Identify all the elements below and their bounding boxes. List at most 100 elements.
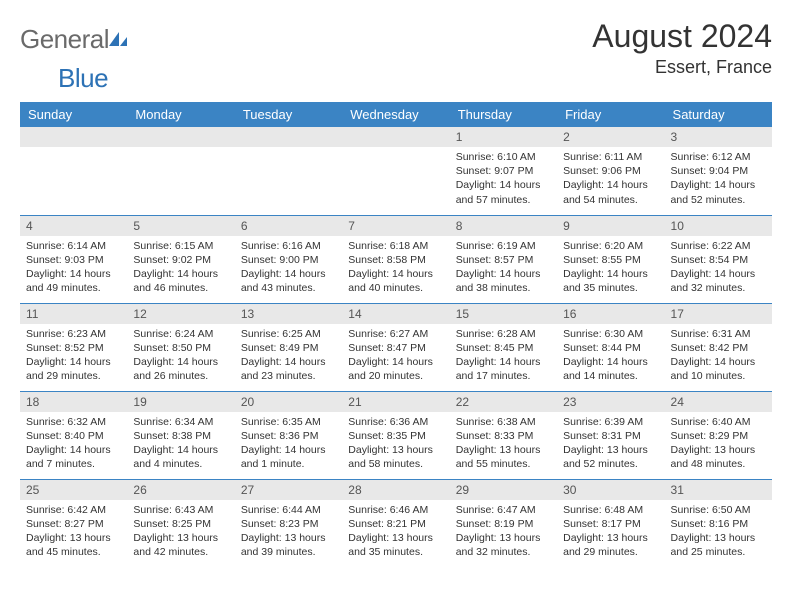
- day-details: Sunrise: 6:12 AMSunset: 9:04 PMDaylight:…: [665, 147, 772, 211]
- daylight-line: Daylight: 14 hours and 29 minutes.: [26, 355, 121, 383]
- day-details: Sunrise: 6:38 AMSunset: 8:33 PMDaylight:…: [450, 412, 557, 476]
- calendar-day-cell: 10Sunrise: 6:22 AMSunset: 8:54 PMDayligh…: [665, 215, 772, 303]
- daylight-line: Daylight: 14 hours and 32 minutes.: [671, 267, 766, 295]
- logo-text-general: General: [20, 24, 109, 54]
- day-number-empty: [342, 127, 449, 147]
- calendar-day-cell: 11Sunrise: 6:23 AMSunset: 8:52 PMDayligh…: [20, 303, 127, 391]
- sunset-line: Sunset: 8:44 PM: [563, 341, 658, 355]
- sunset-line: Sunset: 8:38 PM: [133, 429, 228, 443]
- sunrise-line: Sunrise: 6:38 AM: [456, 415, 551, 429]
- calendar-day-cell: 7Sunrise: 6:18 AMSunset: 8:58 PMDaylight…: [342, 215, 449, 303]
- sunset-line: Sunset: 8:52 PM: [26, 341, 121, 355]
- calendar-day-cell: 12Sunrise: 6:24 AMSunset: 8:50 PMDayligh…: [127, 303, 234, 391]
- day-details: Sunrise: 6:32 AMSunset: 8:40 PMDaylight:…: [20, 412, 127, 476]
- day-number: 27: [235, 480, 342, 500]
- day-details: Sunrise: 6:18 AMSunset: 8:58 PMDaylight:…: [342, 236, 449, 300]
- sunset-line: Sunset: 8:29 PM: [671, 429, 766, 443]
- daylight-line: Daylight: 13 hours and 25 minutes.: [671, 531, 766, 559]
- calendar-week-row: 18Sunrise: 6:32 AMSunset: 8:40 PMDayligh…: [20, 391, 772, 479]
- daylight-line: Daylight: 14 hours and 54 minutes.: [563, 178, 658, 206]
- sunrise-line: Sunrise: 6:39 AM: [563, 415, 658, 429]
- day-number: 13: [235, 304, 342, 324]
- sunrise-line: Sunrise: 6:14 AM: [26, 239, 121, 253]
- daylight-line: Daylight: 14 hours and 26 minutes.: [133, 355, 228, 383]
- daylight-line: Daylight: 14 hours and 4 minutes.: [133, 443, 228, 471]
- sunrise-line: Sunrise: 6:20 AM: [563, 239, 658, 253]
- sunset-line: Sunset: 9:00 PM: [241, 253, 336, 267]
- sunrise-line: Sunrise: 6:43 AM: [133, 503, 228, 517]
- daylight-line: Daylight: 14 hours and 43 minutes.: [241, 267, 336, 295]
- sunset-line: Sunset: 8:45 PM: [456, 341, 551, 355]
- sunrise-line: Sunrise: 6:42 AM: [26, 503, 121, 517]
- calendar-day-cell: 26Sunrise: 6:43 AMSunset: 8:25 PMDayligh…: [127, 479, 234, 567]
- sunset-line: Sunset: 8:58 PM: [348, 253, 443, 267]
- daylight-line: Daylight: 13 hours and 48 minutes.: [671, 443, 766, 471]
- calendar-page: General Blue August 2024 Essert, France …: [0, 0, 792, 577]
- calendar-day-cell: 9Sunrise: 6:20 AMSunset: 8:55 PMDaylight…: [557, 215, 664, 303]
- sunrise-line: Sunrise: 6:18 AM: [348, 239, 443, 253]
- logo-sail-icon: [107, 24, 129, 55]
- day-details: Sunrise: 6:42 AMSunset: 8:27 PMDaylight:…: [20, 500, 127, 564]
- day-details: Sunrise: 6:46 AMSunset: 8:21 PMDaylight:…: [342, 500, 449, 564]
- sunset-line: Sunset: 9:03 PM: [26, 253, 121, 267]
- day-details: Sunrise: 6:30 AMSunset: 8:44 PMDaylight:…: [557, 324, 664, 388]
- sunrise-line: Sunrise: 6:46 AM: [348, 503, 443, 517]
- sunrise-line: Sunrise: 6:48 AM: [563, 503, 658, 517]
- calendar-day-cell: [20, 127, 127, 215]
- daylight-line: Daylight: 13 hours and 42 minutes.: [133, 531, 228, 559]
- day-details: Sunrise: 6:19 AMSunset: 8:57 PMDaylight:…: [450, 236, 557, 300]
- calendar-week-row: 1Sunrise: 6:10 AMSunset: 9:07 PMDaylight…: [20, 127, 772, 215]
- day-number: 1: [450, 127, 557, 147]
- sunrise-line: Sunrise: 6:11 AM: [563, 150, 658, 164]
- day-number: 28: [342, 480, 449, 500]
- calendar-day-cell: 28Sunrise: 6:46 AMSunset: 8:21 PMDayligh…: [342, 479, 449, 567]
- calendar-day-cell: 24Sunrise: 6:40 AMSunset: 8:29 PMDayligh…: [665, 391, 772, 479]
- calendar-day-cell: 29Sunrise: 6:47 AMSunset: 8:19 PMDayligh…: [450, 479, 557, 567]
- calendar-day-cell: [342, 127, 449, 215]
- day-number: 31: [665, 480, 772, 500]
- day-details: Sunrise: 6:44 AMSunset: 8:23 PMDaylight:…: [235, 500, 342, 564]
- calendar-day-cell: 13Sunrise: 6:25 AMSunset: 8:49 PMDayligh…: [235, 303, 342, 391]
- weekday-header: Wednesday: [342, 102, 449, 127]
- day-number: 19: [127, 392, 234, 412]
- header: General Blue August 2024 Essert, France: [20, 18, 772, 94]
- sunrise-line: Sunrise: 6:25 AM: [241, 327, 336, 341]
- calendar-day-cell: 18Sunrise: 6:32 AMSunset: 8:40 PMDayligh…: [20, 391, 127, 479]
- calendar-day-cell: 8Sunrise: 6:19 AMSunset: 8:57 PMDaylight…: [450, 215, 557, 303]
- day-number: 24: [665, 392, 772, 412]
- sunrise-line: Sunrise: 6:30 AM: [563, 327, 658, 341]
- weekday-header: Monday: [127, 102, 234, 127]
- sunrise-line: Sunrise: 6:44 AM: [241, 503, 336, 517]
- day-details: Sunrise: 6:20 AMSunset: 8:55 PMDaylight:…: [557, 236, 664, 300]
- sunrise-line: Sunrise: 6:19 AM: [456, 239, 551, 253]
- day-details: Sunrise: 6:11 AMSunset: 9:06 PMDaylight:…: [557, 147, 664, 211]
- day-number: 2: [557, 127, 664, 147]
- sunset-line: Sunset: 8:33 PM: [456, 429, 551, 443]
- day-number: 23: [557, 392, 664, 412]
- calendar-day-cell: [235, 127, 342, 215]
- sunrise-line: Sunrise: 6:16 AM: [241, 239, 336, 253]
- sunrise-line: Sunrise: 6:15 AM: [133, 239, 228, 253]
- sunset-line: Sunset: 8:55 PM: [563, 253, 658, 267]
- month-title: August 2024: [592, 18, 772, 55]
- calendar-day-cell: 1Sunrise: 6:10 AMSunset: 9:07 PMDaylight…: [450, 127, 557, 215]
- sunset-line: Sunset: 8:16 PM: [671, 517, 766, 531]
- day-number: 4: [20, 216, 127, 236]
- day-number: 14: [342, 304, 449, 324]
- logo-text-blue: Blue: [58, 63, 108, 93]
- daylight-line: Daylight: 14 hours and 38 minutes.: [456, 267, 551, 295]
- daylight-line: Daylight: 14 hours and 20 minutes.: [348, 355, 443, 383]
- calendar-day-cell: [127, 127, 234, 215]
- calendar-day-cell: 5Sunrise: 6:15 AMSunset: 9:02 PMDaylight…: [127, 215, 234, 303]
- sunset-line: Sunset: 8:50 PM: [133, 341, 228, 355]
- day-details: Sunrise: 6:27 AMSunset: 8:47 PMDaylight:…: [342, 324, 449, 388]
- day-number: 5: [127, 216, 234, 236]
- weekday-header: Tuesday: [235, 102, 342, 127]
- calendar-day-cell: 30Sunrise: 6:48 AMSunset: 8:17 PMDayligh…: [557, 479, 664, 567]
- day-number-empty: [127, 127, 234, 147]
- sunset-line: Sunset: 8:21 PM: [348, 517, 443, 531]
- sunset-line: Sunset: 8:35 PM: [348, 429, 443, 443]
- day-number: 29: [450, 480, 557, 500]
- daylight-line: Daylight: 14 hours and 1 minute.: [241, 443, 336, 471]
- calendar-day-cell: 19Sunrise: 6:34 AMSunset: 8:38 PMDayligh…: [127, 391, 234, 479]
